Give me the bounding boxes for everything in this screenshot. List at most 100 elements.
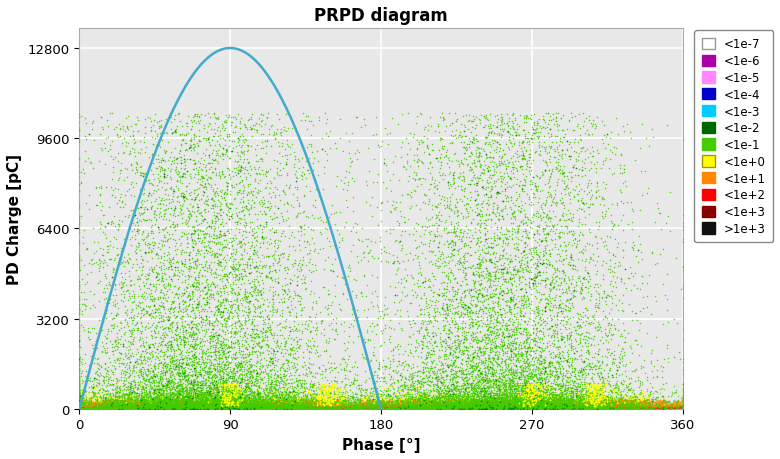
Point xyxy=(157,336,169,343)
Point xyxy=(201,401,214,408)
Point xyxy=(421,143,434,151)
Point xyxy=(618,392,630,399)
Point xyxy=(448,397,460,404)
Point xyxy=(184,138,197,146)
Point xyxy=(180,355,193,362)
Point xyxy=(211,396,223,403)
Point xyxy=(456,405,468,412)
Point xyxy=(254,345,267,352)
Point xyxy=(330,403,342,410)
Point xyxy=(153,392,165,399)
Point xyxy=(508,241,520,248)
Point xyxy=(472,403,484,410)
Point xyxy=(576,385,589,392)
Point xyxy=(113,403,126,411)
Point xyxy=(438,268,451,275)
Point xyxy=(519,383,532,390)
Point xyxy=(183,240,195,247)
Point xyxy=(310,401,322,408)
Point xyxy=(238,403,250,410)
Point xyxy=(280,400,292,407)
Point xyxy=(184,405,197,412)
Point xyxy=(277,399,289,406)
Point xyxy=(420,405,432,413)
Point xyxy=(190,405,202,412)
Point xyxy=(452,325,464,332)
Point xyxy=(581,401,594,408)
Point xyxy=(99,405,112,412)
Point xyxy=(506,405,519,412)
Point xyxy=(101,330,113,338)
Point xyxy=(269,247,282,255)
Point xyxy=(449,296,462,303)
Point xyxy=(385,404,397,412)
Point xyxy=(572,401,584,409)
Point xyxy=(128,388,140,395)
Point xyxy=(487,403,499,410)
Point xyxy=(107,169,119,176)
Point xyxy=(633,405,645,413)
Point xyxy=(552,405,565,413)
Point xyxy=(518,404,530,412)
Point xyxy=(257,402,270,409)
Point xyxy=(492,400,505,407)
Point xyxy=(516,162,528,170)
Point xyxy=(225,395,238,403)
Point xyxy=(446,392,459,399)
Point xyxy=(140,405,153,412)
Point xyxy=(547,403,559,410)
Point xyxy=(475,204,488,212)
Point xyxy=(363,405,375,412)
Point xyxy=(275,405,288,412)
Point xyxy=(409,177,421,185)
Point xyxy=(73,405,86,412)
Point xyxy=(555,358,568,365)
Point xyxy=(390,368,402,375)
Point xyxy=(219,404,232,411)
Point xyxy=(335,404,347,411)
Point xyxy=(93,405,105,412)
Point xyxy=(566,405,579,413)
Point xyxy=(214,301,226,308)
Point xyxy=(229,376,242,383)
Point xyxy=(587,257,599,264)
Point xyxy=(181,405,193,412)
Point xyxy=(203,403,215,411)
Point xyxy=(307,380,319,387)
Point xyxy=(73,136,86,143)
Point xyxy=(152,404,165,412)
Point xyxy=(498,400,511,408)
Point xyxy=(536,398,548,406)
Point xyxy=(323,390,335,397)
Point xyxy=(220,271,232,278)
Point xyxy=(544,405,557,412)
Point xyxy=(582,401,594,409)
Point xyxy=(452,404,465,411)
Point xyxy=(124,358,136,366)
Point xyxy=(481,403,494,411)
Point xyxy=(191,400,204,408)
Point xyxy=(479,402,491,409)
Point xyxy=(154,205,166,212)
Point xyxy=(152,400,165,407)
Point xyxy=(647,403,660,410)
Point xyxy=(579,404,591,412)
Point xyxy=(296,398,308,405)
Point xyxy=(543,405,555,413)
Point xyxy=(573,375,586,382)
Point xyxy=(542,405,555,412)
Point xyxy=(255,405,268,413)
Point xyxy=(158,404,171,412)
Point xyxy=(346,363,358,370)
Point xyxy=(473,224,486,231)
Point xyxy=(209,400,222,408)
Point xyxy=(459,404,471,412)
Point xyxy=(239,354,251,361)
Point xyxy=(485,405,498,412)
Point xyxy=(226,380,239,387)
Point xyxy=(112,405,125,412)
Point xyxy=(572,330,584,338)
Point xyxy=(413,405,425,412)
Point xyxy=(551,393,564,400)
Point xyxy=(499,404,512,412)
